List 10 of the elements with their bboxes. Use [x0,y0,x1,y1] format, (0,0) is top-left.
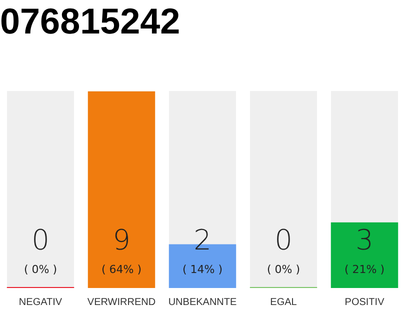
data-label: 0 ( 0% ) [266,223,300,276]
data-label: 3 ( 21% ) [344,223,385,276]
x-tick-label: UNBEKANNTE [168,296,237,308]
data-label: 0 ( 0% ) [24,223,58,276]
x-tick-label: POSITIV [344,296,385,308]
chart-title: 076815242 [0,0,180,42]
x-tick-label: EGAL [270,296,298,308]
x-tick-label: VERWIRREND [87,296,156,308]
data-label: 9 ( 64% ) [101,223,142,276]
x-tick-label: NEGATIV [18,296,62,308]
